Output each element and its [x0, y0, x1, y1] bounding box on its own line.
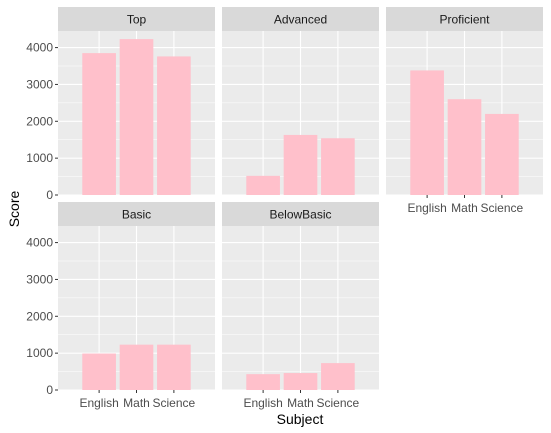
x-tick-label: Math — [123, 396, 150, 410]
bar-english — [82, 353, 116, 390]
bar-math — [447, 99, 482, 195]
x-tick-label: Math — [287, 396, 314, 410]
facet-strip — [58, 7, 215, 31]
x-tick-label: English — [407, 201, 446, 215]
y-tick-label: 1000 — [26, 151, 53, 165]
y-tick-label: 0 — [46, 383, 53, 397]
facet-panel-basic: Basic 0 1000 2000 3000 4000 English Math Science — [26, 202, 215, 410]
facet-panel-belowbasic: BelowBasic English Math Science — [222, 202, 379, 410]
x-tick-label: English — [79, 396, 118, 410]
bar-english — [246, 374, 280, 390]
y-tick-label: 1000 — [26, 346, 53, 360]
y-tick-label: 3000 — [26, 272, 53, 286]
bar-math — [119, 39, 154, 195]
y-tick-label: 4000 — [26, 236, 53, 250]
bar-english — [246, 175, 280, 195]
facet-strip-label: Proficient — [439, 13, 490, 27]
x-tick-label: Math — [451, 201, 478, 215]
y-tick-label: 4000 — [26, 41, 53, 55]
x-tick-label: English — [243, 396, 282, 410]
facet-strip-label: Advanced — [274, 13, 327, 27]
bar-science — [321, 363, 355, 390]
bar-science — [157, 56, 191, 195]
bar-science — [485, 113, 519, 195]
facet-strip-label: Top — [127, 13, 147, 27]
facet-strip — [58, 202, 215, 226]
bar-science — [157, 344, 191, 390]
x-tick-label: Science — [481, 201, 524, 215]
facets-layer: Top 0 1000 2000 3000 4000 Advanced Proficient En… — [26, 7, 543, 410]
facet-panel-proficient: Proficient English Math Science — [386, 7, 543, 215]
y-tick-label: 3000 — [26, 77, 53, 91]
x-tick-label: Science — [153, 396, 196, 410]
bar-math — [119, 344, 154, 390]
y-tick-label: 2000 — [26, 114, 53, 128]
bar-science — [321, 138, 355, 195]
y-tick-label: 2000 — [26, 309, 53, 323]
facet-strip — [222, 202, 379, 226]
facet-strip — [222, 7, 379, 31]
facet-panel-advanced: Advanced — [222, 7, 379, 196]
y-tick-label: 0 — [46, 188, 53, 202]
y-axis-title: Score — [6, 191, 22, 228]
x-tick-label: Science — [317, 396, 360, 410]
facet-strip-label: BelowBasic — [269, 208, 331, 222]
facet-panel-top: Top 0 1000 2000 3000 4000 — [26, 7, 215, 202]
facet-strip-label: Basic — [122, 208, 151, 222]
facet-strip — [386, 7, 543, 31]
bar-english — [410, 70, 444, 195]
bar-math — [283, 373, 318, 390]
bar-math — [283, 134, 318, 195]
x-axis-title: Subject — [277, 411, 324, 427]
bar-english — [82, 53, 116, 195]
